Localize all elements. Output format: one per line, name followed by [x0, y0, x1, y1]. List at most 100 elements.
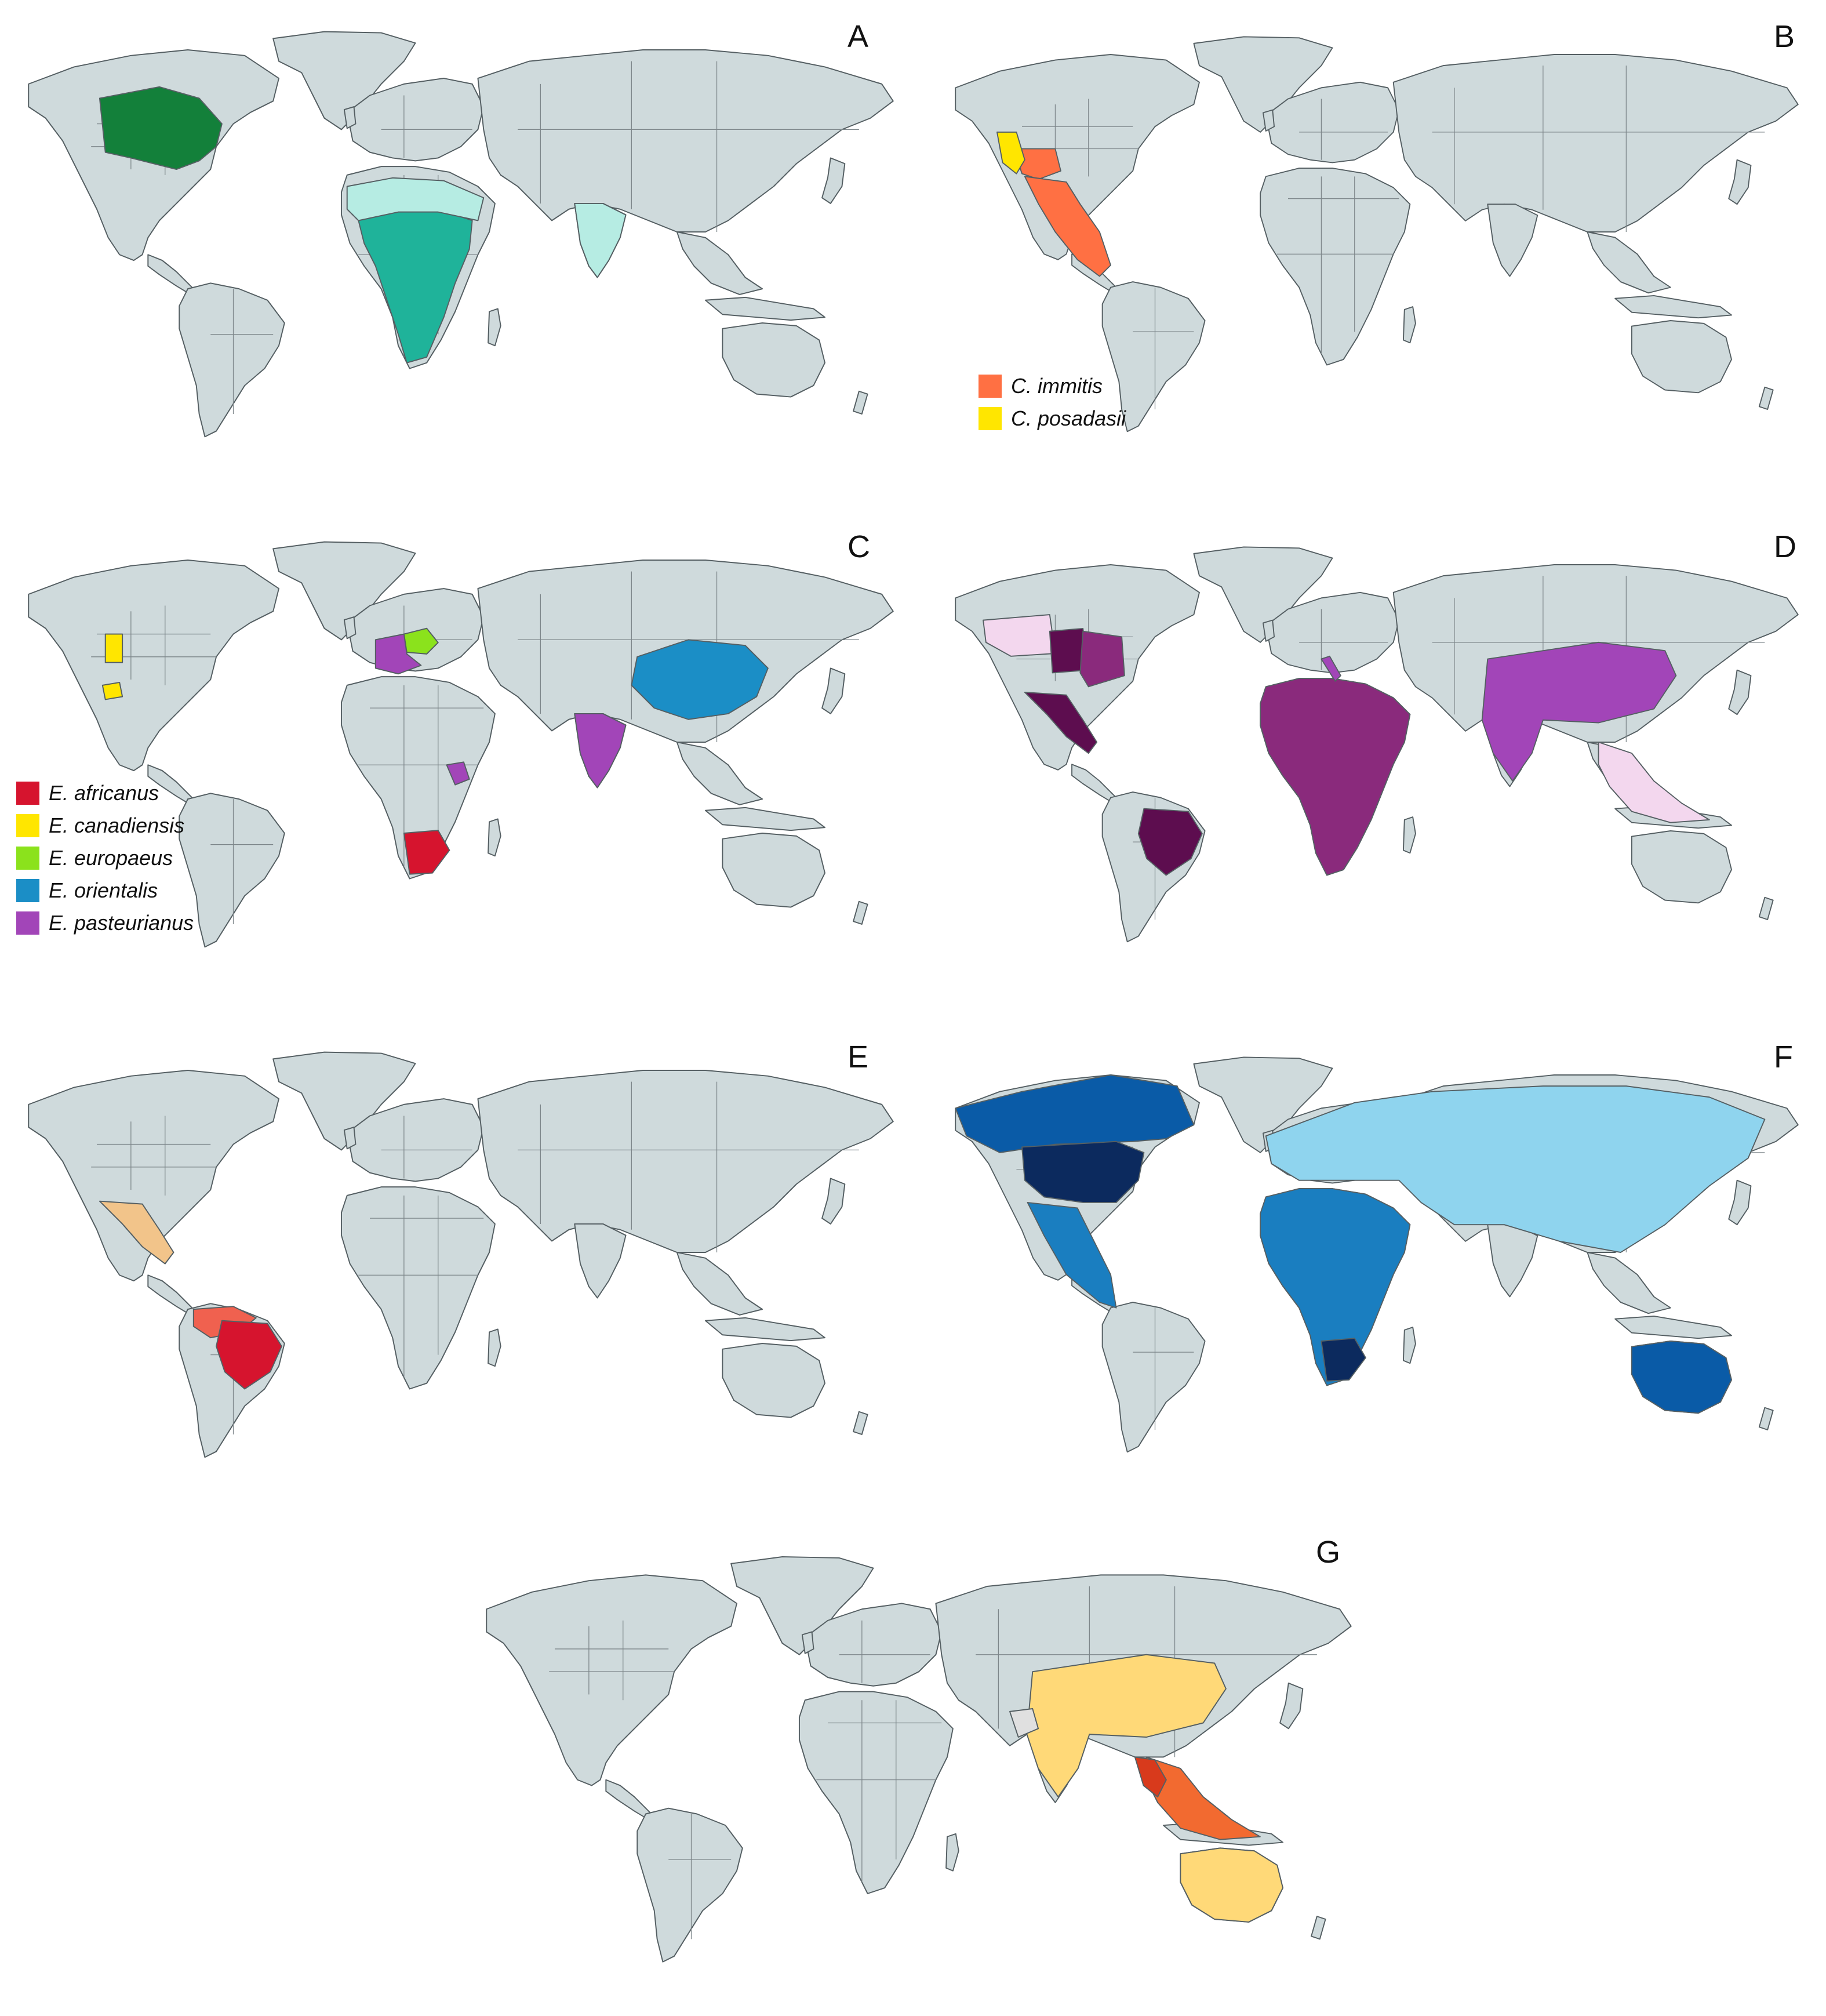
- region-africa: [1260, 678, 1411, 876]
- region-mexico: [1024, 691, 1098, 754]
- landmass-nz: [853, 1411, 868, 1435]
- landmass-south-america: [1101, 1302, 1206, 1453]
- region-southwest-usa: [1013, 148, 1061, 180]
- landmass-australia: [722, 1343, 825, 1418]
- landmass-europe: [804, 1603, 943, 1687]
- legend-item: E. europaeus: [16, 842, 194, 874]
- region-india: [574, 202, 627, 278]
- region-usa: [1021, 1140, 1145, 1203]
- region-europe-asia: [1265, 1085, 1766, 1253]
- legend-label: C. immitis: [1011, 374, 1103, 398]
- landmass-europe: [1265, 591, 1400, 674]
- landmass-madagascar: [1402, 816, 1416, 854]
- region-brazil: [216, 1320, 282, 1390]
- landmass-india-sub: [574, 1223, 627, 1299]
- landmass-japan: [1728, 669, 1752, 715]
- legend-genus: E.: [49, 781, 69, 805]
- legend-species: europaeus: [68, 846, 173, 870]
- panel-b: B C. immitis C. posadasii: [933, 12, 1820, 452]
- region-thailand: [1134, 1756, 1167, 1798]
- region-southern-africa: [1321, 1338, 1366, 1382]
- legend-item: E. pasteurianus: [16, 907, 194, 939]
- landmass-south-america: [179, 793, 285, 948]
- landmass-asia: [1392, 54, 1799, 233]
- region-western-europe: [374, 633, 422, 675]
- landmass-nz: [1758, 1407, 1774, 1430]
- landmass-north-america: [955, 54, 1200, 260]
- landmass-se-asia: [676, 742, 763, 805]
- region-pakistan: [1009, 1708, 1039, 1738]
- landmass-africa: [1260, 168, 1411, 366]
- region-india: [574, 713, 627, 789]
- legend-species: posadasii: [1032, 406, 1126, 430]
- landmass-madagascar: [1402, 306, 1416, 344]
- legend-item: E. africanus: [16, 777, 194, 809]
- region-southeast-asia: [1598, 742, 1710, 823]
- landmass-south-america: [636, 1807, 743, 1963]
- world-map: [28, 1051, 894, 1458]
- legend-genus: E.: [49, 846, 69, 870]
- legend-label: E. canadiensis: [49, 813, 184, 838]
- landmass-se-asia: [1587, 231, 1671, 294]
- panel-d: D: [933, 522, 1820, 962]
- legend-swatch: [16, 879, 39, 902]
- legend-genus: E.: [49, 878, 69, 902]
- landmass-indonesia: [704, 296, 825, 321]
- landmass-indonesia: [1614, 1316, 1732, 1339]
- landmass-africa: [340, 1186, 496, 1390]
- region-italy: [1321, 655, 1341, 682]
- landmass-australia: [1631, 320, 1732, 394]
- panel-g: G: [464, 1536, 1374, 2000]
- landmass-north-america: [28, 560, 279, 772]
- legend-swatch: [16, 814, 39, 837]
- panel-e: E: [6, 1032, 916, 1473]
- world-map: [28, 541, 894, 948]
- region-california: [996, 131, 1025, 175]
- legend-species: pasteurianus: [68, 911, 194, 935]
- legend-item: C. immitis: [979, 370, 1126, 402]
- panel-letter: B: [1774, 19, 1795, 54]
- panel-letter: D: [1774, 529, 1796, 564]
- landmass-uk: [343, 1127, 357, 1150]
- region-southeast-asia: [1145, 1756, 1261, 1840]
- landmass-europe: [346, 1098, 485, 1182]
- legend-species: immitis: [1032, 374, 1103, 398]
- landmass-japan: [821, 157, 846, 204]
- region-china-india: [1026, 1654, 1227, 1798]
- legend-genus: C.: [1011, 374, 1032, 398]
- landmass-uk: [1263, 619, 1275, 642]
- panel-letter: E: [847, 1040, 869, 1074]
- landmass-madagascar: [1402, 1327, 1416, 1364]
- landmass-japan: [1728, 1179, 1752, 1226]
- legend: E. africanus E. canadiensis E. europaeus E.…: [16, 777, 194, 939]
- landmass-se-asia: [676, 1252, 763, 1316]
- legend-genus: E.: [49, 911, 69, 935]
- landmass-australia: [722, 322, 825, 398]
- legend-item: E. canadiensis: [16, 809, 194, 842]
- region-canada-alaska: [955, 1074, 1195, 1153]
- legend-swatch: [979, 375, 1002, 398]
- landmass-asia: [477, 49, 894, 233]
- legend-swatch: [16, 847, 39, 870]
- landmass-indonesia: [1614, 295, 1732, 319]
- world-map: [955, 36, 1799, 433]
- landmass-uk: [343, 106, 357, 129]
- landmass-uk: [343, 616, 357, 640]
- legend-label: E. pasteurianus: [49, 911, 194, 935]
- landmass-india-sub: [1487, 1224, 1538, 1298]
- panel-letter: C: [847, 529, 870, 564]
- landmass-europe: [1265, 81, 1400, 164]
- landmass-uk: [801, 1631, 814, 1654]
- landmass-africa: [798, 1691, 954, 1894]
- landmass-nz: [1311, 1916, 1326, 1940]
- legend-item: E. orientalis: [16, 874, 194, 907]
- legend-label: E. europaeus: [49, 846, 173, 870]
- landmass-asia: [477, 1070, 894, 1253]
- region-china-india: [1481, 641, 1677, 782]
- legend-species: africanus: [68, 781, 159, 805]
- legend-label: C. posadasii: [1011, 406, 1126, 431]
- landmass-japan: [821, 1178, 846, 1225]
- region-mexico: [99, 1200, 174, 1265]
- landmass-se-asia: [676, 231, 763, 295]
- legend-label: E. orientalis: [49, 878, 158, 903]
